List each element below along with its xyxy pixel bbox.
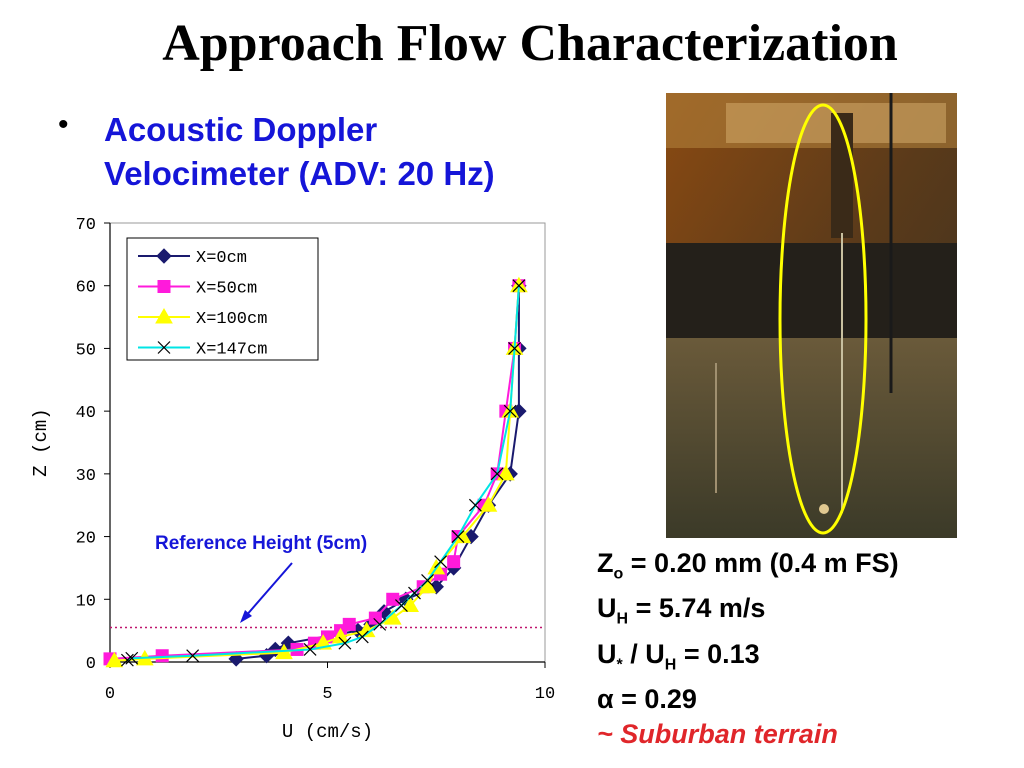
data-point bbox=[331, 627, 350, 644]
cross-stroke bbox=[303, 643, 317, 656]
data-point bbox=[338, 636, 352, 650]
data-point bbox=[512, 279, 526, 293]
cross-stroke bbox=[490, 467, 504, 481]
photo-probe-tip bbox=[819, 504, 829, 514]
y-tick-label: 30 bbox=[76, 467, 96, 486]
power-law-exponent: α = 0.29 bbox=[597, 684, 697, 715]
y-tick-label: 10 bbox=[76, 592, 96, 611]
legend-swatch-marker bbox=[157, 280, 171, 293]
bullet-line-2: Velocimeter (ADV: 20 Hz) bbox=[104, 155, 495, 192]
probe-highlight-ellipse bbox=[778, 103, 868, 535]
data-point bbox=[508, 342, 521, 355]
data-point bbox=[421, 574, 434, 587]
data-point bbox=[357, 621, 376, 638]
terrain-type: ~ Suburban terrain bbox=[597, 719, 838, 750]
x-axis-label: U (cm/s) bbox=[282, 721, 373, 743]
data-point bbox=[303, 643, 317, 656]
data-point bbox=[401, 596, 420, 613]
data-point bbox=[434, 555, 448, 569]
data-point bbox=[373, 617, 387, 631]
cross-stroke bbox=[468, 498, 482, 512]
photo-probe-body bbox=[831, 113, 853, 238]
data-point bbox=[408, 586, 421, 600]
y-axis-label: Z (cm) bbox=[30, 408, 52, 476]
data-point bbox=[386, 592, 400, 606]
velocity-profile-chart: 0 10 20 30 40 50 60 70 0 5 10 U (cm/s) Z (cm) Referen… bbox=[30, 216, 555, 743]
roughness-length: Zo = 0.20 mm (0.4 m FS) bbox=[597, 548, 899, 583]
data-point bbox=[355, 630, 369, 644]
data-point bbox=[105, 651, 124, 668]
cross-stroke bbox=[373, 617, 387, 631]
series-x-147cm bbox=[120, 279, 526, 667]
data-point bbox=[496, 464, 515, 481]
cross-stroke bbox=[120, 653, 134, 667]
legend-label: X=50cm bbox=[196, 280, 257, 299]
legend-swatch-marker bbox=[156, 248, 172, 264]
data-point bbox=[447, 555, 461, 569]
legend-item: X=50cm bbox=[138, 280, 257, 299]
cross-stroke bbox=[503, 404, 517, 418]
flow-parameters: Zo = 0.20 mm (0.4 m FS) UH = 5.74 m/s U*… bbox=[597, 546, 899, 752]
data-point bbox=[479, 496, 498, 512]
legend-label: X=100cm bbox=[196, 310, 267, 329]
bullet-text: Acoustic Doppler Velocimeter (ADV: 20 Hz… bbox=[104, 108, 495, 196]
cross-stroke bbox=[355, 630, 369, 644]
legend-item: X=0cm bbox=[138, 248, 247, 268]
x-tick-label: 5 bbox=[322, 685, 332, 704]
cross-stroke bbox=[157, 341, 171, 354]
x-tick-label: 0 bbox=[105, 685, 115, 704]
cross-stroke bbox=[451, 530, 465, 543]
photo-dark-beam bbox=[666, 243, 957, 338]
data-point bbox=[418, 577, 437, 594]
data-point bbox=[125, 651, 139, 665]
y-tick-label: 60 bbox=[76, 279, 96, 298]
y-tick-label: 50 bbox=[76, 341, 96, 360]
cross-stroke bbox=[421, 574, 434, 587]
data-point bbox=[503, 404, 517, 418]
data-point bbox=[395, 599, 408, 612]
bullet-symbol: • bbox=[58, 108, 69, 141]
y-tick-label: 20 bbox=[76, 530, 96, 549]
series-line bbox=[114, 285, 520, 662]
reference-arrow-shaft bbox=[244, 562, 293, 618]
legend-label: X=0cm bbox=[196, 249, 247, 268]
cross-stroke bbox=[434, 555, 448, 569]
data-point bbox=[368, 611, 382, 625]
legend-swatch-marker bbox=[155, 307, 173, 324]
legend-item: X=147cm bbox=[138, 341, 267, 360]
chart-legend: X=0cm X=50cm X=100cm X=147cm bbox=[126, 237, 319, 361]
slide-title: Approach Flow Characterization bbox=[162, 15, 898, 72]
legend-swatch-marker bbox=[157, 341, 171, 354]
data-point bbox=[490, 467, 504, 481]
y-tick-label: 0 bbox=[86, 655, 96, 674]
legend-item: X=100cm bbox=[138, 307, 267, 329]
data-point bbox=[186, 649, 200, 663]
cross-stroke bbox=[408, 586, 421, 600]
data-point bbox=[155, 649, 169, 663]
cross-stroke bbox=[186, 649, 200, 663]
reference-height-label: Reference Height (5cm) bbox=[155, 533, 367, 554]
x-tick-label: 10 bbox=[535, 685, 555, 704]
friction-velocity-ratio: U* / UH = 0.13 bbox=[597, 638, 760, 674]
bullet-line-1: Acoustic Doppler bbox=[104, 111, 378, 148]
adv-probe-photo bbox=[666, 93, 957, 538]
data-point bbox=[468, 498, 482, 512]
cross-stroke bbox=[395, 599, 408, 612]
cross-stroke bbox=[508, 342, 521, 355]
y-tick-label: 70 bbox=[76, 216, 96, 235]
cross-stroke bbox=[125, 651, 139, 665]
reference-velocity: UH = 5.74 m/s bbox=[597, 593, 766, 628]
data-point bbox=[451, 530, 465, 543]
photo-water bbox=[666, 338, 957, 538]
data-point bbox=[342, 617, 356, 631]
reference-arrow-head bbox=[240, 610, 252, 623]
cross-stroke bbox=[512, 279, 526, 293]
data-point bbox=[120, 653, 134, 667]
legend-label: X=147cm bbox=[196, 341, 267, 360]
cross-stroke bbox=[338, 636, 352, 650]
y-tick-label: 40 bbox=[76, 404, 96, 423]
